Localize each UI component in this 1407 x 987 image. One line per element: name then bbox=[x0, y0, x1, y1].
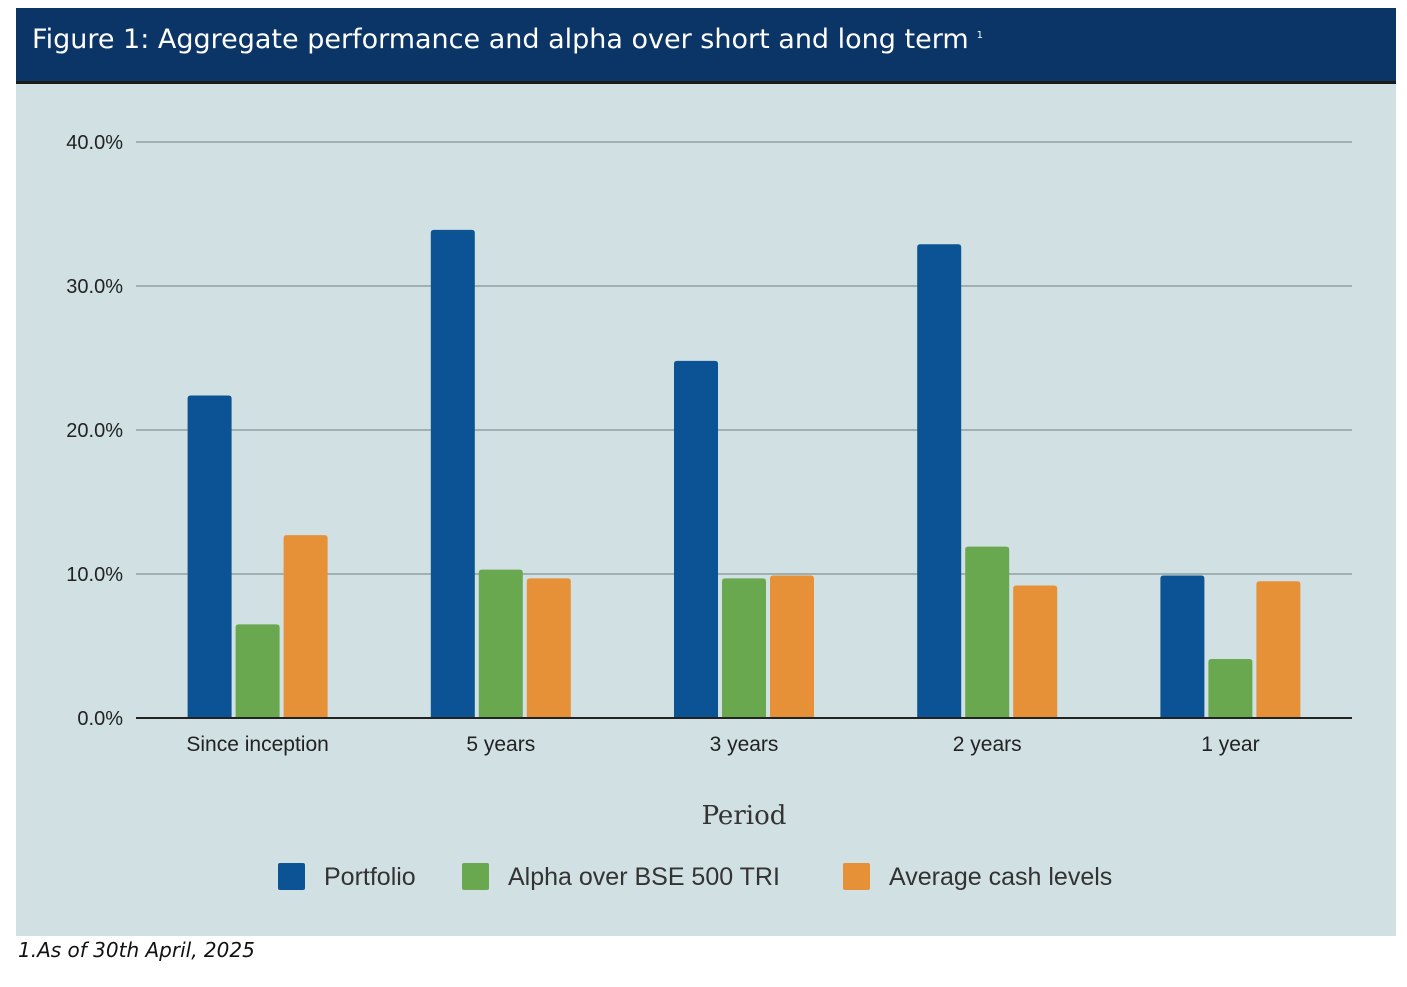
y-tick-label: 0.0% bbox=[77, 708, 123, 730]
bar-portfolio bbox=[187, 395, 232, 718]
footnote: 1.As of 30th April, 2025 bbox=[18, 938, 255, 962]
legend-label: Alpha over BSE 500 TRI bbox=[508, 863, 780, 891]
bar-alpha bbox=[1208, 658, 1253, 718]
gridlines bbox=[136, 141, 1352, 575]
x-tick-label: 5 years bbox=[466, 733, 535, 756]
bar-cash bbox=[1256, 581, 1301, 718]
bar-chart: 0.0% 10.0% 20.0% 30.0% 40.0% Since inception… bbox=[66, 132, 1352, 891]
figure-header: Figure 1: Aggregate performance and alph… bbox=[16, 8, 1396, 84]
bar-alpha bbox=[478, 569, 523, 718]
legend-label: Portfolio bbox=[324, 863, 416, 891]
bar-cash bbox=[770, 575, 814, 718]
bar-portfolio bbox=[430, 229, 475, 718]
legend-swatch bbox=[843, 863, 870, 890]
x-tick-label: 1 year bbox=[1201, 733, 1259, 756]
figure-title-text: Figure 1: Aggregate performance and alph… bbox=[32, 24, 969, 55]
bars bbox=[187, 229, 1301, 719]
bar-alpha bbox=[722, 578, 766, 718]
y-axis-ticks: 0.0% 10.0% 20.0% 30.0% 40.0% bbox=[66, 132, 123, 730]
bar-alpha bbox=[965, 546, 1010, 718]
x-tick-label: Since inception bbox=[186, 733, 328, 756]
y-tick-label: 10.0% bbox=[66, 564, 123, 586]
bar-alpha bbox=[235, 624, 280, 718]
legend-swatch bbox=[278, 863, 305, 890]
bar-cash bbox=[283, 535, 328, 718]
bar-cash bbox=[1013, 585, 1058, 718]
title-superscript: 1 bbox=[976, 30, 984, 41]
bar-portfolio bbox=[674, 360, 718, 718]
x-axis-ticks: Since inception 5 years 3 years 2 years 1 ye… bbox=[186, 733, 1259, 756]
y-tick-label: 20.0% bbox=[66, 420, 123, 442]
bar-portfolio bbox=[1160, 575, 1205, 718]
x-axis-label: Period bbox=[702, 801, 787, 831]
figure-title: Figure 1: Aggregate performance and alph… bbox=[32, 24, 983, 55]
chart-panel: 0.0% 10.0% 20.0% 30.0% 40.0% Since inception… bbox=[16, 84, 1396, 936]
legend-label: Average cash levels bbox=[889, 863, 1112, 891]
bar-cash bbox=[526, 578, 571, 718]
bar-portfolio bbox=[917, 244, 962, 719]
y-tick-label: 30.0% bbox=[66, 276, 123, 298]
x-tick-label: 3 years bbox=[710, 733, 779, 756]
x-tick-label: 2 years bbox=[953, 733, 1022, 756]
y-tick-label: 40.0% bbox=[66, 132, 123, 154]
legend-swatch bbox=[462, 863, 489, 890]
legend: Portfolio Alpha over BSE 500 TRI Average c… bbox=[278, 863, 1112, 891]
